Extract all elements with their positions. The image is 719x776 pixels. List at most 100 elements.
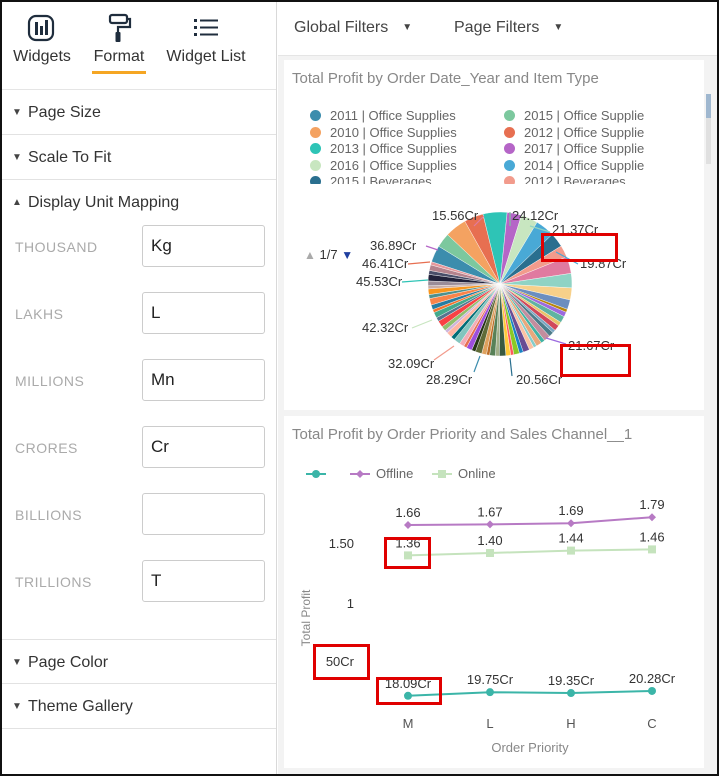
legend-item[interactable]: 2013 | Office Supplies (310, 141, 457, 157)
legend-item[interactable]: 2017 | Office Supplies (504, 141, 644, 157)
paint-roller-icon (108, 13, 132, 42)
series-line (407, 516, 653, 526)
legend-item[interactable]: 2016 | Office Supplies (310, 158, 457, 174)
legend-swatch (310, 110, 321, 121)
tab-format[interactable]: Format (88, 12, 150, 74)
legend-label: 2016 | Office Supplies (330, 157, 457, 173)
pie-data-label: 36.89Cr (370, 238, 417, 253)
section-page-size[interactable]: ▼ Page Size (2, 90, 276, 135)
data-point[interactable] (567, 689, 575, 698)
section-page-color[interactable]: ▼ Page Color (2, 639, 276, 684)
filter-bar: Global Filters ▼ Page Filters ▼ (278, 2, 717, 56)
section-display-unit-mapping[interactable]: ▲ Display Unit Mapping (2, 180, 276, 225)
data-point[interactable] (567, 519, 575, 528)
data-point[interactable] (404, 691, 412, 700)
section-scale-to-fit[interactable]: ▼ Scale To Fit (2, 135, 276, 180)
pie-leader-line (473, 355, 481, 373)
caret-up-icon: ▲ (12, 197, 22, 208)
data-label: 20.28Cr (629, 671, 676, 686)
pie-leader-line (545, 337, 567, 345)
data-point[interactable] (404, 521, 412, 529)
pager-down-icon[interactable]: ▼ (341, 248, 354, 262)
millions-input[interactable] (142, 359, 265, 401)
x-tick-label: C (647, 716, 656, 731)
pie-chart-widget[interactable]: Total Profit by Order Date_Year and Item… (284, 60, 704, 410)
highlight-box (376, 677, 442, 705)
pie-legend: 2011 | Office Supplies 2015 | Office Supp… (304, 108, 644, 184)
data-label: 1.69 (558, 503, 583, 518)
unit-label: MILLIONS (15, 373, 85, 389)
chevron-down-icon: ▼ (402, 22, 413, 33)
caret-down-icon: ▼ (12, 152, 22, 163)
legend-label: 2012 | Beverages (524, 174, 626, 184)
scrollbar-thumb[interactable] (706, 94, 711, 118)
data-label: 1.66 (395, 505, 420, 520)
legend-swatch (504, 176, 515, 184)
data-point[interactable] (567, 546, 575, 555)
legend-item[interactable]: 2012 | Beverages (504, 174, 626, 184)
pie-leader-line (433, 345, 455, 361)
tab-widgets-label: Widgets (13, 48, 71, 65)
section-display-unit-mapping-label: Display Unit Mapping (28, 194, 180, 211)
pager-text: 1/7 (319, 247, 338, 262)
legend-item[interactable]: 2015 | Office Supplies (504, 108, 644, 124)
pie-slice[interactable] (430, 261, 501, 285)
thousand-input[interactable] (142, 225, 265, 267)
data-label: 1.67 (477, 504, 502, 519)
scrollbar[interactable] (706, 94, 711, 164)
pie-data-label: 28.29Cr (426, 372, 473, 387)
lakhs-input[interactable] (142, 292, 265, 334)
data-point[interactable] (486, 520, 494, 529)
data-point[interactable] (486, 688, 494, 697)
pie-chart[interactable]: 15.56Cr 24.12Cr21.37Cr19.87Cr36.89Cr46.41… (284, 180, 704, 410)
legend-item[interactable]: 2012 | Office Supplies (504, 125, 644, 141)
tab-widget-list[interactable]: Widget List (160, 12, 252, 66)
legend-item[interactable]: 2010 | Office Supplies (310, 125, 457, 141)
legend-label: Offline (376, 466, 413, 481)
caret-down-icon: ▼ (12, 657, 22, 668)
pie-leader-line (407, 261, 431, 265)
section-theme-gallery[interactable]: ▼ Theme Gallery (2, 684, 276, 729)
data-point[interactable] (404, 551, 412, 560)
data-label: 1.40 (477, 533, 502, 548)
section-scale-to-fit-label: Scale To Fit (28, 149, 112, 166)
line-chart-widget[interactable]: Total Profit by Order Priority and Sales… (284, 416, 704, 768)
legend-label: 2015 | Office Supplies (524, 108, 644, 123)
data-point[interactable] (486, 549, 494, 557)
data-point[interactable] (648, 686, 656, 695)
pie-data-label: 24.12Cr (512, 208, 559, 223)
data-label: 19.75Cr (467, 672, 514, 687)
global-filters-dropdown[interactable]: Global Filters ▼ (294, 19, 412, 37)
pager-up-icon[interactable]: ▲ (304, 248, 316, 262)
legend-item[interactable]: 2014 | Office Supplies (504, 158, 644, 174)
y-tick-label: 50Cr (326, 654, 355, 669)
page-filters-dropdown[interactable]: Page Filters ▼ (454, 19, 563, 37)
pie-leader-line (509, 357, 513, 377)
legend-swatch (504, 159, 515, 171)
legend-label: 2013 | Office Supplies (330, 141, 457, 156)
legend-label: 2014 | Office Supplies (524, 157, 644, 173)
legend-label: 2017 | Office Supplies (524, 141, 644, 156)
billions-input[interactable] (142, 493, 265, 535)
pie-leader-line (555, 251, 579, 265)
unit-row-trillions: TRILLIONS (2, 560, 276, 627)
pie-data-label: 32.09Cr (388, 356, 435, 371)
panel-tabs: Widgets Format Widget List (2, 2, 276, 90)
unit-row-lakhs: LAKHS (2, 292, 276, 359)
legend-label: 2010 | Office Supplies (330, 124, 457, 140)
data-point[interactable] (648, 545, 656, 554)
x-tick-label: L (486, 716, 493, 731)
crores-input[interactable] (142, 426, 265, 468)
section-page-color-label: Page Color (28, 654, 109, 671)
trillions-input[interactable] (142, 560, 265, 602)
legend-swatch (504, 126, 515, 138)
legend-swatch (504, 143, 515, 154)
line-chart[interactable]: Offline Online M L H C Order Priority Total Pro… (284, 448, 704, 768)
list-icon (194, 19, 218, 36)
legend-item[interactable]: 2011 | Office Supplies (310, 108, 456, 124)
line-chart-title: Total Profit by Order Priority and Sales… (292, 426, 633, 443)
data-point[interactable] (648, 513, 656, 522)
legend-item[interactable]: 2015 | Beverages (310, 174, 432, 184)
pie-leader-line (401, 279, 429, 283)
tab-widgets[interactable]: Widgets (10, 12, 74, 66)
